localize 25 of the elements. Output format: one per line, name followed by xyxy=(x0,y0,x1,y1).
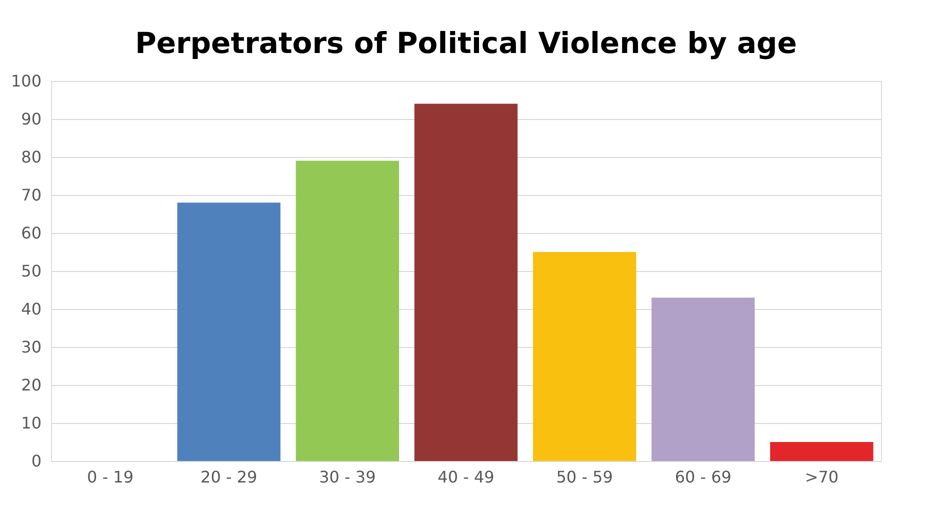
y-tick-label: 30 xyxy=(21,338,42,356)
y-tick-label: 50 xyxy=(21,262,42,280)
y-tick-label: 10 xyxy=(21,414,42,432)
x-tick-label: 20 - 29 xyxy=(200,468,258,486)
bar xyxy=(770,442,874,461)
y-tick-label: 90 xyxy=(21,110,42,128)
x-tick-label: 50 - 59 xyxy=(556,468,613,486)
y-tick-label: 80 xyxy=(21,148,42,166)
bar xyxy=(177,202,280,461)
y-tick-label: 0 xyxy=(31,452,42,470)
y-tick-label: 60 xyxy=(21,224,42,242)
y-tick-label: 20 xyxy=(21,376,42,394)
x-tick-label: >70 xyxy=(804,468,839,486)
bar xyxy=(532,252,636,461)
bar xyxy=(296,160,400,461)
x-tick-label: 40 - 49 xyxy=(438,468,494,486)
x-tick-label: 60 - 69 xyxy=(674,468,732,486)
y-tick-label: 100 xyxy=(10,72,42,90)
chart-title: Perpetrators of Political Violence by age xyxy=(135,26,797,60)
y-tick-label: 40 xyxy=(21,300,42,318)
y-tick-label: 70 xyxy=(21,186,42,204)
x-tick-label: 0 - 19 xyxy=(87,468,134,486)
bar xyxy=(414,104,518,461)
bar xyxy=(652,298,755,461)
x-tick-label: 30 - 39 xyxy=(319,468,376,486)
